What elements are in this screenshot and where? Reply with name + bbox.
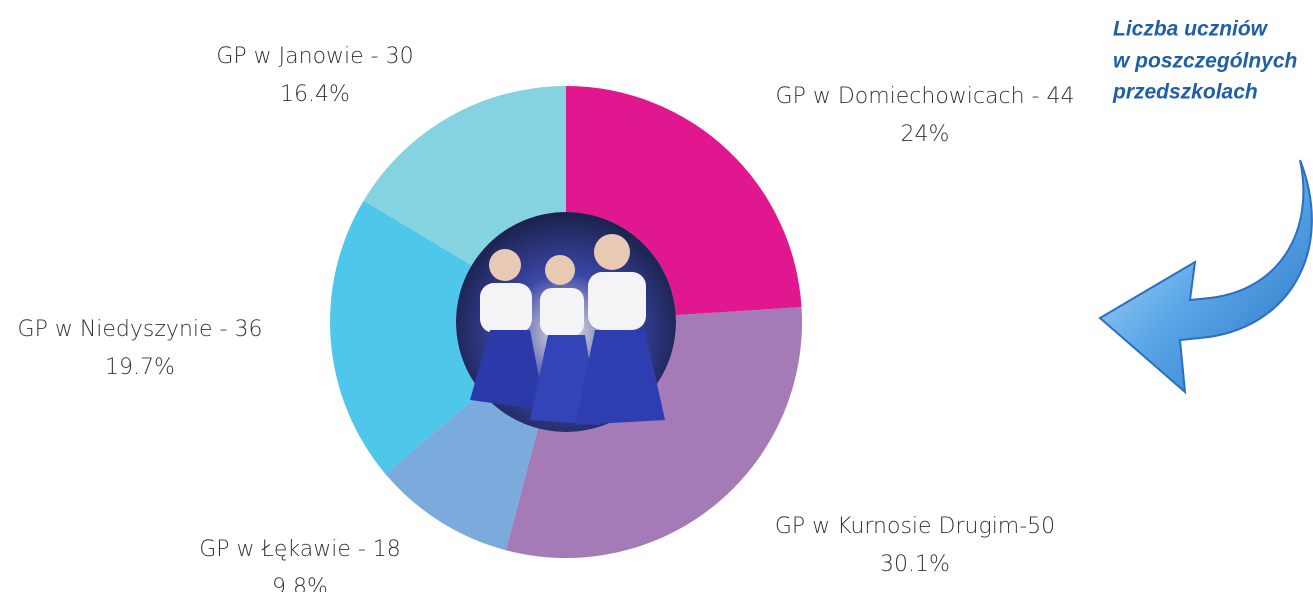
slice-label: GP w Domiechowicach - 44	[776, 84, 1075, 109]
slice-label: GP w Kurnosie Drugim-50	[775, 514, 1055, 539]
value-label: 19.7%	[105, 355, 175, 380]
slice	[330, 200, 482, 474]
value-label: 24%	[901, 122, 950, 147]
photo	[456, 212, 676, 432]
slice	[566, 86, 802, 316]
annotation: w poszczególnych	[1113, 50, 1297, 73]
annotation: Liczba uczniów	[1113, 18, 1269, 41]
slice-label: GP w Niedyszynie - 36	[18, 317, 263, 342]
slice	[385, 392, 538, 551]
slice	[363, 86, 566, 266]
value-label: 30.1%	[880, 552, 950, 577]
slice-label: GP w Janowie - 30	[216, 44, 413, 69]
slice-label: GP w Łękawie - 18	[199, 537, 401, 562]
arrow	[1098, 159, 1313, 395]
value-label: 9.8%	[272, 575, 328, 592]
slice	[505, 307, 803, 558]
annotation: przedszkolach	[1112, 81, 1258, 104]
value-label: 16.4%	[280, 82, 350, 107]
